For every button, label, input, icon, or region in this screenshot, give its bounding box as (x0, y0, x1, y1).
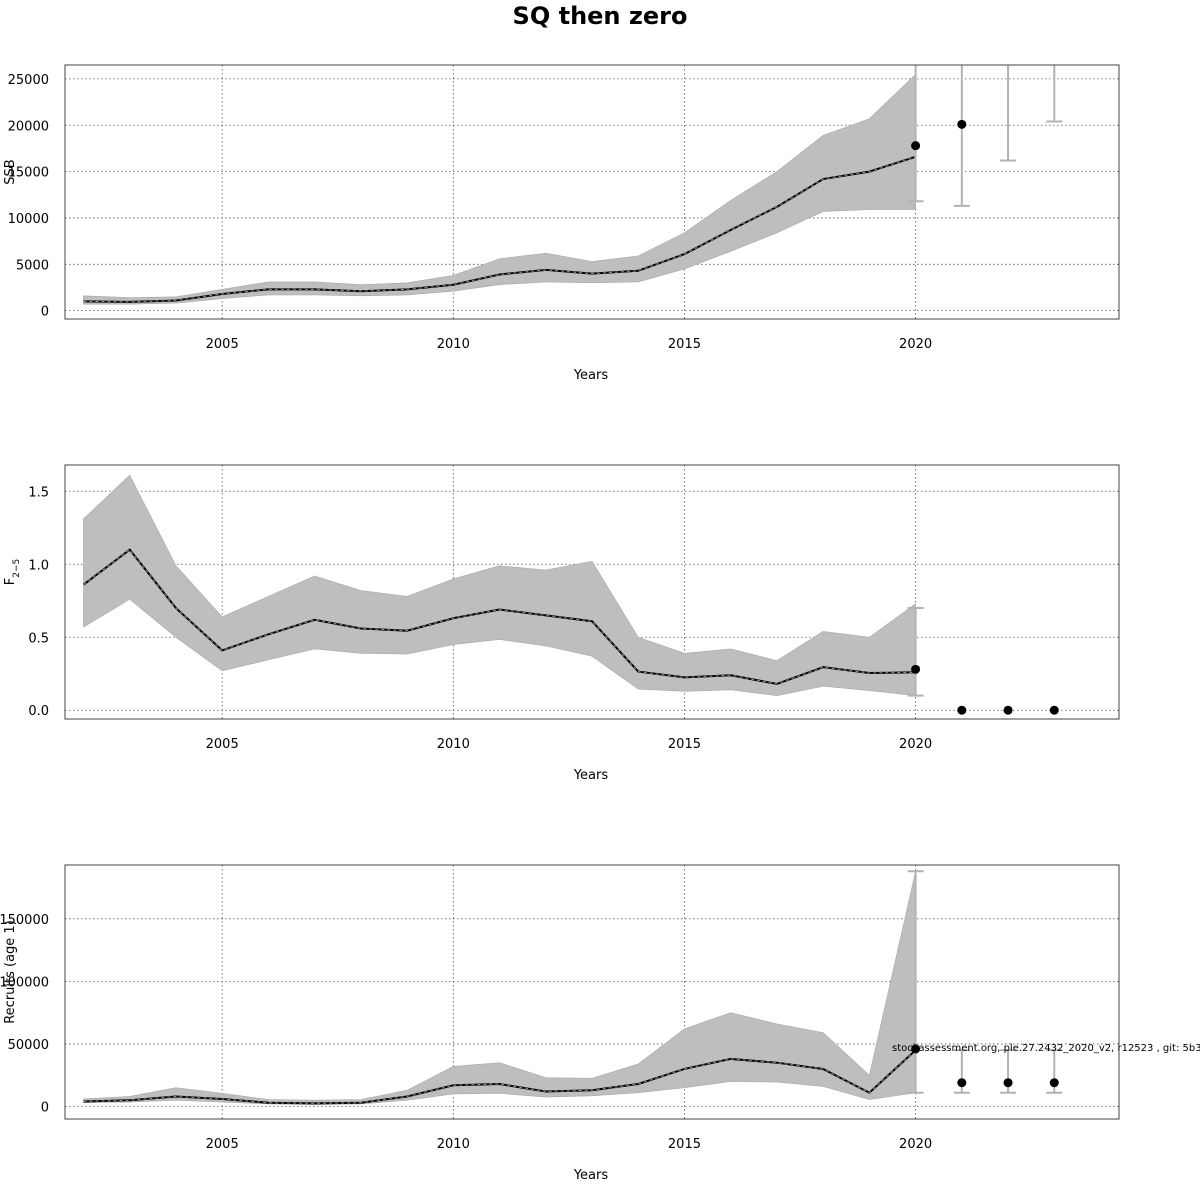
y-axis-label: Recruits (age 1) (3, 920, 18, 1024)
plot-frame (64, 864, 1120, 1120)
footnote: stockassessment.org, ple.27.2432_2020_v2… (892, 1043, 1200, 1054)
y-tick-label: 15000 (8, 166, 49, 181)
x-axis-label: Years (573, 768, 609, 783)
y-tick-label: 0.0 (28, 704, 49, 719)
forecast-point (957, 119, 967, 129)
forecast-point (957, 1078, 967, 1088)
forecast-point (957, 705, 967, 715)
confidence-band (83, 474, 916, 696)
plot-frame (64, 464, 1120, 720)
x-tick-label: 2015 (668, 1137, 701, 1152)
y-tick-label: 1.0 (28, 558, 49, 573)
forecast-point (1003, 1078, 1013, 1088)
y-axis-label: SSB (3, 159, 18, 184)
x-tick-label: 2020 (899, 337, 932, 352)
confidence-band (83, 871, 916, 1105)
y-tick-label: 0.5 (28, 631, 49, 646)
confidence-band (83, 73, 916, 305)
plot-area (83, 65, 1063, 305)
y-tick-label: 20000 (8, 119, 49, 134)
forecast-point (1003, 705, 1013, 715)
y-tick-label: 0 (41, 1100, 49, 1115)
forecast-point (911, 664, 921, 674)
y-tick-label: 0 (41, 305, 49, 320)
x-tick-label: 2010 (437, 337, 470, 352)
recruitment-panel: 2005 2010 2015 2020 0 50000 100000 150000 Years R… (0, 864, 1120, 1183)
x-axis-label: Years (573, 1168, 609, 1183)
forecast-point (1049, 705, 1059, 715)
x-axis-label: Years (573, 368, 609, 383)
ssb-panel: 2005 2010 2015 2020 0 5000 10000 15000 20000 2500… (3, 64, 1120, 383)
y-tick-label: 100000 (0, 975, 49, 990)
forecast-point (911, 1044, 921, 1054)
x-tick-label: 2015 (668, 737, 701, 752)
y-tick-label: 150000 (0, 913, 49, 928)
forecast-point (911, 141, 921, 151)
y-tick-label: 10000 (8, 212, 49, 227)
chart-title: SQ then zero (513, 2, 688, 30)
estimate-line-dash (83, 1049, 916, 1104)
x-tick-label: 2005 (206, 1137, 239, 1152)
y-tick-label: 5000 (16, 258, 49, 273)
x-tick-label: 2010 (437, 737, 470, 752)
fishing-mortality-panel: 2005 2010 2015 2020 0.0 0.5 1.0 1.5 Years F2−5 (3, 464, 1120, 783)
y-axis-label-subscript: 2−5 (12, 559, 22, 578)
estimate-line-dash (83, 549, 916, 685)
y-tick-label: 50000 (8, 1038, 49, 1053)
plot-area (82, 474, 1059, 715)
forecast-point (1049, 1078, 1059, 1088)
plot-frame (64, 64, 1120, 320)
y-axis-label: F2−5 (3, 559, 22, 585)
x-tick-label: 2010 (437, 1137, 470, 1152)
x-tick-label: 2020 (899, 1137, 932, 1152)
x-tick-label: 2020 (899, 737, 932, 752)
y-tick-label: 25000 (8, 73, 49, 88)
estimate-line-dash (83, 156, 916, 303)
x-tick-label: 2005 (206, 737, 239, 752)
plot-area (83, 870, 1063, 1105)
x-tick-label: 2015 (668, 337, 701, 352)
x-tick-label: 2005 (206, 337, 239, 352)
y-tick-label: 1.5 (28, 485, 49, 500)
